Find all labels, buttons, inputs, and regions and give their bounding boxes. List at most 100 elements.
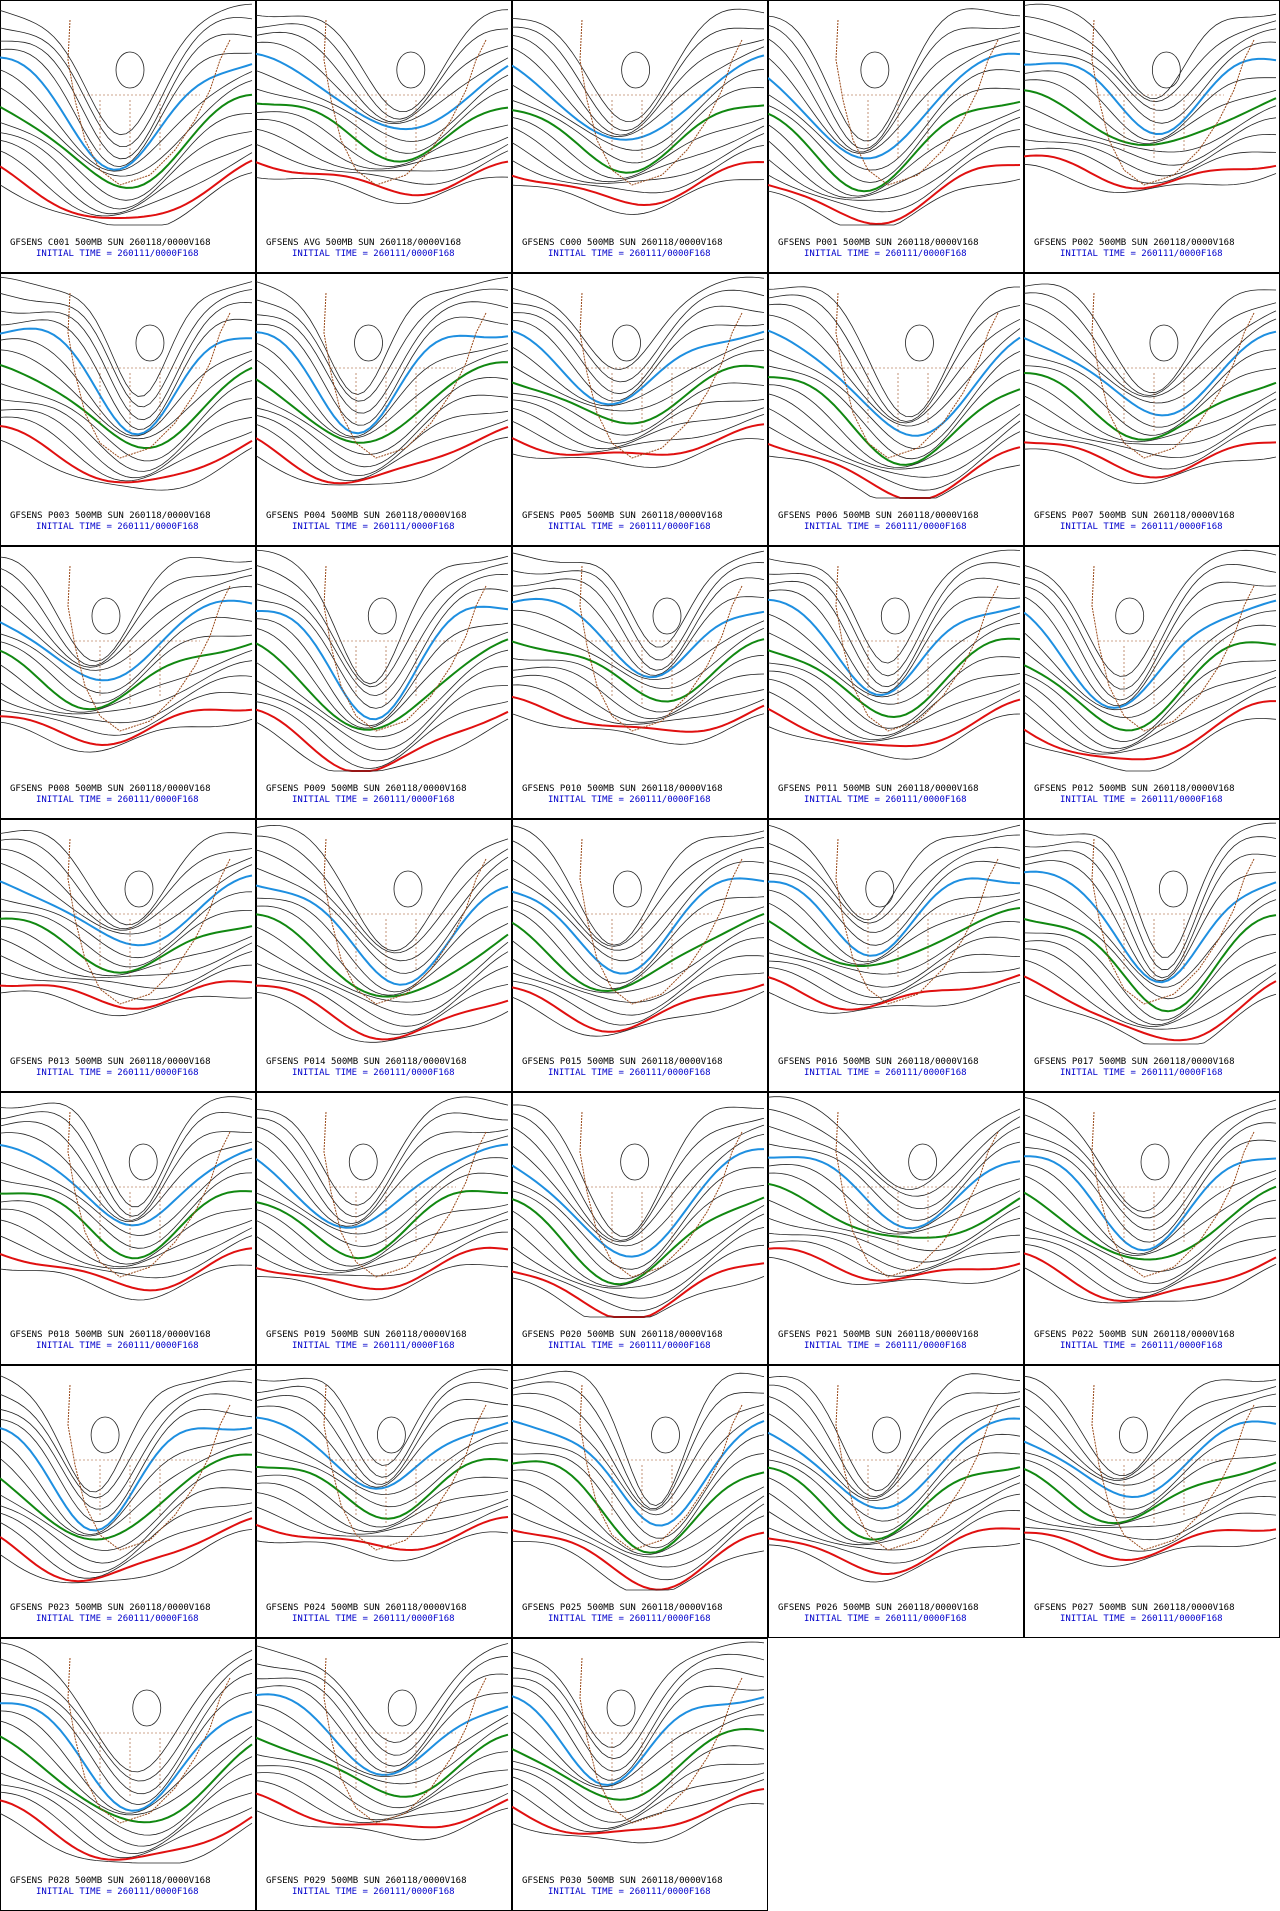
contour-line [0,113,253,201]
contour-line [0,1096,253,1208]
contour-line [768,656,1021,729]
contour-line [256,1685,509,1773]
contour-line [256,331,509,435]
contour-line [768,303,1021,424]
panel-title: GFSENS P027 500MB SUN 260118/0000V168 [1034,1603,1234,1613]
contour-line [0,1264,253,1301]
contour-line [256,649,509,738]
contour-line [768,690,1021,742]
contour-line [512,414,765,453]
low-center [652,597,682,635]
contour-line [512,609,765,681]
map-panel: GFSENS P023 500MB SUN 260118/0000V168INI… [0,1365,256,1638]
contour-line [0,1426,253,1532]
contour-line [768,577,1021,688]
contour-line [1024,581,1277,701]
map-panel: GFSENS P008 500MB SUN 260118/0000V168INI… [0,546,256,819]
contour-line [256,1382,509,1478]
contour-line [768,678,1021,741]
contour-line [768,365,1021,460]
map-panel: GFSENS P030 500MB SUN 260118/0000V168INI… [512,1638,768,1911]
contour-line [768,314,1021,427]
contour-line [0,708,253,747]
contour-line [1024,1469,1277,1526]
contour-line [512,160,765,207]
contour-line [0,891,253,959]
contour-line [0,1735,253,1824]
contour-line [256,573,509,697]
panel-title: GFSENS P008 500MB SUN 260118/0000V168 [10,784,210,794]
border-line [843,913,968,979]
panel-title: GFSENS P018 500MB SUN 260118/0000V168 [10,1330,210,1340]
contour-line [512,1104,764,1238]
contour-line [512,1695,765,1787]
contour-line [0,586,253,671]
low-center [115,51,145,89]
contour-line [0,910,253,968]
contour-line [256,1368,509,1466]
contour-line [512,350,765,412]
coastline [579,19,743,186]
caption-bg [769,234,1023,272]
coastline [835,292,999,459]
contour-line [256,1482,509,1533]
contour-line [256,1765,509,1816]
contour-line [0,48,253,168]
contour-line [0,17,253,147]
contour-line [0,1772,253,1847]
contour-line [1024,15,1277,103]
contour-line [0,660,253,715]
contour-line [512,1494,765,1568]
contour-line [0,829,253,926]
contour-line [512,1370,765,1507]
contour-line [512,1714,764,1790]
contour-line [0,1172,253,1249]
contour-line [0,1692,253,1806]
contour-line [256,708,509,772]
panel-title: GFSENS P017 500MB SUN 260118/0000V168 [1034,1057,1234,1067]
contour-line [256,419,509,481]
low-center [1151,51,1181,89]
map-panel: GFSENS P001 500MB SUN 260118/0000V168INI… [768,0,1024,273]
coastline [67,565,231,732]
low-center [1149,324,1179,362]
contour-line [1024,57,1277,136]
coastline [579,838,743,1005]
contour-line [0,56,253,171]
contour-line [0,425,253,484]
contour-line [256,1246,509,1291]
border-line [843,1459,968,1525]
contour-line [256,1516,509,1552]
map-panel: GFSENS C000 500MB SUN 260118/0000V168INI… [512,0,768,273]
contour-line [512,87,765,164]
caption-bg [1025,1326,1279,1364]
contour-line [256,701,509,769]
panel-border [0,1365,256,1638]
contour-line [512,1685,765,1781]
contour-line [768,698,1021,748]
contour-line [512,577,765,671]
initial-time: INITIAL TIME = 260111/0000F168 [36,1341,199,1351]
contour-line [0,1408,253,1523]
contour-line [768,1240,1021,1277]
contour-line [1024,993,1277,1045]
border-line [331,1732,456,1798]
panel-title: GFSENS P016 500MB SUN 260118/0000V168 [778,1057,978,1067]
contour-map [0,3,253,226]
contour-line [512,1167,765,1270]
contour-map [1024,3,1277,194]
contour-line [1024,1199,1277,1272]
contour-line [768,953,1021,999]
coastline [323,1657,487,1824]
coastline [323,1384,487,1551]
contour-line [1024,948,1277,1027]
coastline [67,1657,231,1824]
contour-line [768,1543,1021,1583]
initial-time: INITIAL TIME = 260111/0000F168 [292,249,455,259]
map-panel: GFSENS P005 500MB SUN 260118/0000V168INI… [512,273,768,546]
contour-line [512,382,765,436]
panel-title: GFSENS P006 500MB SUN 260118/0000V168 [778,511,978,521]
contour-line [1024,593,1277,706]
contour-line [768,376,1021,466]
